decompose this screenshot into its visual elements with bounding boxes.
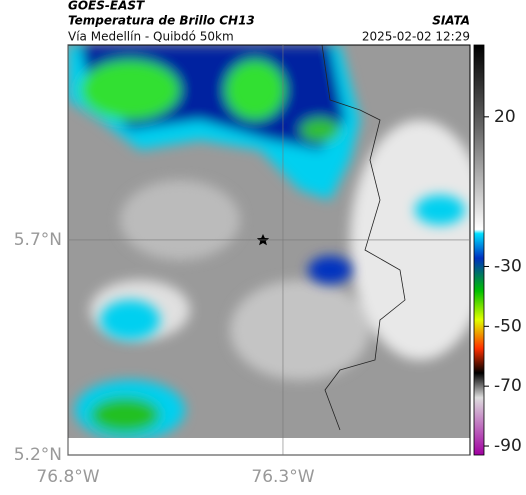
route: Vía Medellín - Quibdó 50km — [68, 30, 234, 44]
colorbar-label: -70 — [494, 376, 522, 396]
colorbar-label: -30 — [494, 256, 522, 276]
title: GOES-EAST — [68, 0, 145, 13]
lon-label: 76.3°W — [251, 467, 314, 487]
lat-label: 5.7°N — [14, 230, 62, 250]
lon-label: 76.8°W — [36, 467, 99, 487]
lat-label: 5.2°N — [14, 445, 62, 465]
source: SIATA — [432, 14, 470, 28]
subtitle: Temperatura de Brillo CH13 — [68, 14, 255, 28]
colorbar — [473, 44, 485, 456]
colorbar-label: -50 — [494, 316, 522, 336]
colorbar-label: 20 — [494, 107, 516, 127]
colorbar-label: -90 — [494, 436, 522, 456]
timestamp: 2025-02-02 12:29 — [362, 30, 470, 44]
satellite-image — [68, 45, 470, 438]
